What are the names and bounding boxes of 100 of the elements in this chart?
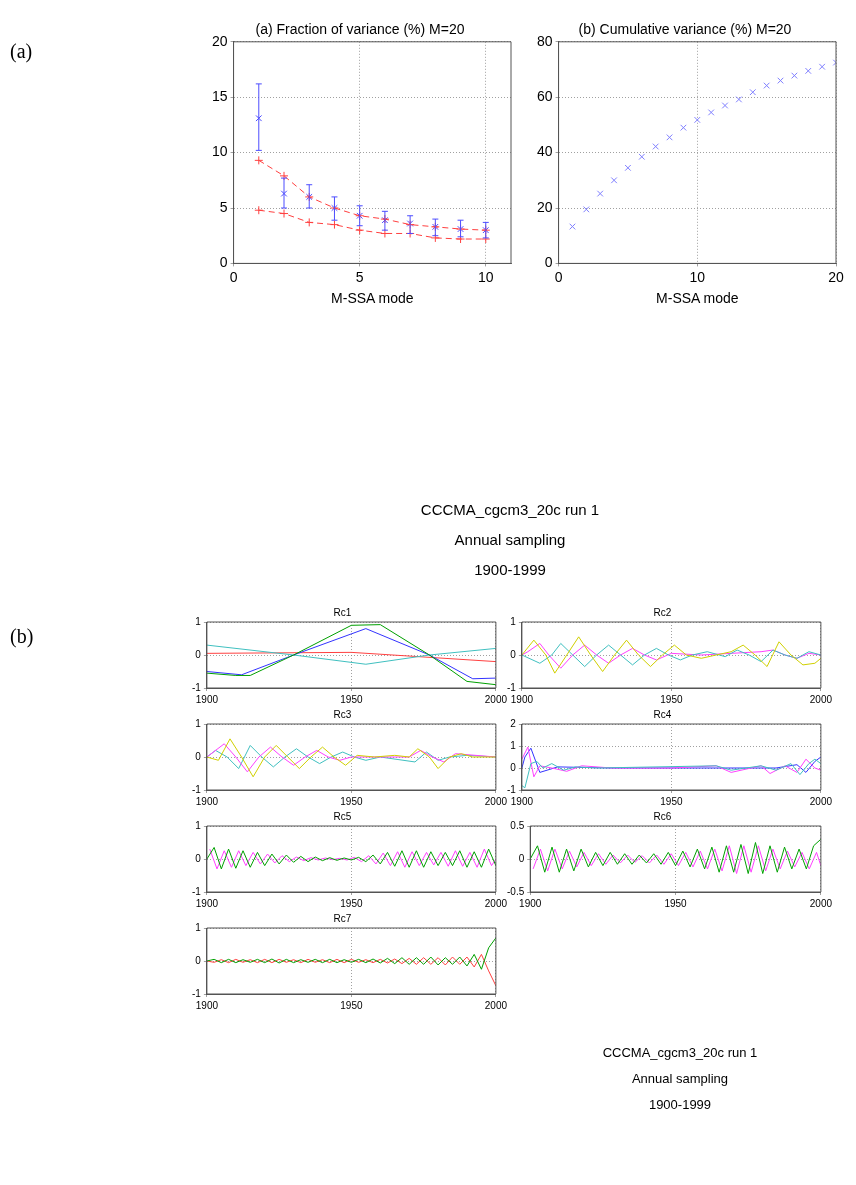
text: CCCMA_cgcm3_20c run 1 <box>601 1044 759 1062</box>
chart-title: Rc5 <box>333 810 352 822</box>
x-tick-label: 20 <box>828 268 844 285</box>
point <box>456 234 466 244</box>
point <box>569 223 576 230</box>
x-tick-label: 2000 <box>484 693 508 705</box>
y-tick-label: 0.5 <box>510 819 525 831</box>
x-tick-label: 2000 <box>484 795 508 807</box>
point <box>680 124 687 131</box>
y-tick-label: 1 <box>510 739 517 751</box>
point <box>693 116 701 124</box>
point <box>749 88 757 96</box>
x-tick-label: 2000 <box>484 999 508 1011</box>
x-tick-label: 1950 <box>340 693 363 705</box>
x-axis-title: M-SSA mode <box>331 290 414 307</box>
point <box>254 205 264 215</box>
x-tick-label: 2000 <box>809 897 833 909</box>
point <box>279 209 289 219</box>
x-tick-label: 1950 <box>664 897 688 909</box>
point <box>596 190 604 197</box>
y-tick-label: 0 <box>195 750 202 762</box>
point <box>763 82 770 89</box>
point <box>777 77 784 84</box>
chart-title: Rc7 <box>333 912 352 924</box>
point <box>638 153 646 161</box>
y-tick-label: 0 <box>518 852 525 864</box>
y-tick-label: 1 <box>195 717 202 729</box>
point <box>818 63 826 71</box>
point <box>652 143 659 150</box>
text: Annual sampling <box>453 530 567 550</box>
chart-title: Rc2 <box>653 606 672 618</box>
point <box>280 190 288 197</box>
point <box>721 102 729 109</box>
x-tick-label: 10 <box>689 268 706 285</box>
y-tick-label: 20 <box>536 198 553 215</box>
x-tick-label: 2000 <box>809 693 833 705</box>
x-tick-label: 1900 <box>510 693 534 705</box>
y-tick-label: 1 <box>195 921 202 933</box>
x-tick-label: 1900 <box>519 897 542 909</box>
point <box>355 225 365 235</box>
point <box>624 164 632 172</box>
x-tick-label: 1900 <box>510 795 534 807</box>
y-tick-label: 0 <box>195 852 202 864</box>
y-tick-label: 2 <box>510 717 517 729</box>
x-tick-label: 2000 <box>809 795 833 807</box>
chart-title: (a) Fraction of variance (%) M=20 <box>255 21 465 38</box>
text: 1900-1999 <box>647 1096 713 1114</box>
y-tick-label: -1 <box>191 885 202 897</box>
point <box>304 217 314 227</box>
y-tick-label: -1 <box>191 783 202 795</box>
point <box>791 72 798 79</box>
chart-title: Rc1 <box>333 606 352 618</box>
y-tick-label: 1 <box>195 819 202 831</box>
x-axis-title: M-SSA mode <box>656 290 739 307</box>
point <box>707 109 715 116</box>
y-tick-label: 80 <box>536 32 553 49</box>
y-tick-label: -1 <box>506 783 517 795</box>
y-tick-label: 1 <box>510 615 517 627</box>
text: (b) <box>10 625 34 648</box>
point <box>254 155 264 165</box>
y-tick-label: 0 <box>510 648 517 660</box>
y-tick-label: 1 <box>195 615 202 627</box>
text: CCCMA_cgcm3_20c run 1 <box>419 500 601 520</box>
y-tick-label: -1 <box>506 681 517 693</box>
x-tick-label: 1950 <box>660 795 683 807</box>
text: Annual sampling <box>630 1070 730 1088</box>
x-tick-label: 1900 <box>195 897 219 909</box>
y-tick-label: 0 <box>219 254 228 271</box>
y-tick-label: -0.5 <box>507 885 525 897</box>
chart-title: Rc4 <box>653 708 672 720</box>
text: (a) <box>10 40 33 63</box>
y-tick-label: 0 <box>510 761 517 773</box>
point <box>804 67 812 75</box>
y-tick-label: 5 <box>219 198 228 215</box>
y-tick-label: -1 <box>191 681 202 693</box>
x-tick-label: 1950 <box>340 795 363 807</box>
point <box>582 206 590 213</box>
y-tick-label: 0 <box>544 254 553 271</box>
y-tick-label: 0 <box>195 648 202 660</box>
point <box>666 134 673 141</box>
x-tick-label: 1900 <box>195 693 219 705</box>
x-tick-label: 1950 <box>340 999 363 1011</box>
x-tick-label: 5 <box>355 268 364 285</box>
y-tick-label: 60 <box>536 88 553 105</box>
y-tick-label: 40 <box>536 143 553 160</box>
point <box>610 176 618 184</box>
point <box>430 233 440 243</box>
x-tick-label: 1950 <box>340 897 363 909</box>
x-tick-label: 1950 <box>660 693 683 705</box>
y-tick-label: 10 <box>211 143 228 160</box>
text: 1900-1999 <box>473 560 547 580</box>
x-tick-label: 2000 <box>484 897 508 909</box>
chart-title: Rc3 <box>333 708 352 720</box>
chart-title: Rc6 <box>653 810 672 822</box>
x-tick-label: 1900 <box>195 795 219 807</box>
point <box>735 96 743 103</box>
x-tick-label: 10 <box>477 268 494 285</box>
y-tick-label: 0 <box>195 954 202 966</box>
x-tick-label: 1900 <box>195 999 219 1011</box>
y-tick-label: 20 <box>211 32 228 49</box>
